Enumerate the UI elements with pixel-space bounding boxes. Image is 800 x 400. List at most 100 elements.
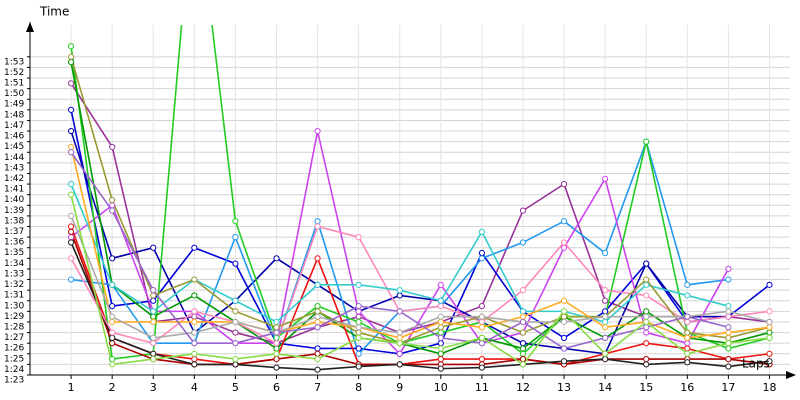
point — [602, 324, 609, 331]
y-tick-label: 1:48 — [4, 110, 24, 120]
point — [684, 345, 691, 352]
point — [684, 340, 691, 347]
point — [355, 313, 362, 320]
y-tick-label: 1:40 — [4, 195, 24, 205]
point — [355, 281, 362, 288]
point — [684, 281, 691, 288]
point — [396, 329, 403, 336]
point — [560, 358, 568, 365]
point — [232, 318, 239, 326]
y-tick-label: 1:52 — [4, 68, 24, 78]
point — [684, 329, 691, 336]
point — [684, 318, 691, 326]
point — [314, 345, 321, 352]
point — [437, 324, 444, 331]
point — [109, 281, 116, 288]
point — [150, 308, 157, 315]
point — [560, 318, 568, 326]
point — [437, 329, 444, 336]
point — [150, 297, 157, 304]
point — [519, 340, 527, 347]
point — [643, 324, 650, 331]
x-tick-label: 15 — [639, 381, 653, 394]
point — [273, 350, 280, 357]
y-tick-label: 1:35 — [4, 248, 24, 258]
y-tick-label: 1:42 — [4, 174, 24, 184]
point — [232, 340, 239, 347]
point — [766, 334, 773, 341]
point — [314, 127, 321, 135]
point — [67, 43, 75, 50]
point — [109, 313, 116, 320]
point — [67, 127, 75, 135]
point — [109, 302, 116, 310]
point — [478, 364, 485, 371]
point — [67, 180, 75, 188]
y-arrow — [26, 22, 34, 32]
x-tick-label: 1 — [68, 381, 75, 394]
point — [232, 329, 239, 336]
point — [643, 340, 650, 347]
point — [67, 276, 75, 283]
point — [109, 143, 116, 151]
point — [150, 287, 157, 294]
point — [396, 340, 403, 347]
point — [396, 292, 403, 299]
point — [478, 355, 485, 363]
y-tick-label: 1:39 — [4, 206, 24, 216]
point — [766, 324, 773, 331]
point — [314, 313, 321, 320]
point — [67, 53, 75, 60]
point — [437, 345, 444, 352]
point — [725, 355, 732, 363]
point — [191, 292, 198, 299]
point — [150, 355, 157, 363]
point — [725, 340, 732, 347]
point — [150, 334, 157, 341]
point — [560, 345, 568, 352]
point — [725, 308, 732, 315]
point — [725, 302, 732, 310]
point — [273, 318, 280, 326]
point — [191, 355, 198, 363]
point — [643, 355, 650, 363]
point — [109, 334, 116, 341]
point — [519, 239, 527, 246]
x-tick-label: 16 — [680, 381, 694, 394]
point — [437, 297, 444, 304]
point — [437, 318, 444, 326]
point — [232, 234, 239, 241]
point — [191, 329, 198, 336]
y-tick-label: 1:32 — [4, 280, 24, 290]
point — [478, 302, 485, 310]
y-tick-label: 1:47 — [4, 121, 24, 131]
point — [355, 318, 362, 326]
point — [396, 361, 403, 368]
point — [766, 350, 773, 357]
point — [560, 334, 568, 341]
point — [232, 361, 239, 368]
point — [67, 228, 75, 235]
point — [67, 239, 75, 246]
x-tick-label: 7 — [314, 381, 321, 394]
point — [67, 223, 75, 230]
point — [273, 345, 280, 352]
point — [109, 329, 116, 336]
point — [643, 260, 650, 267]
point — [478, 313, 485, 320]
point — [602, 350, 609, 357]
point — [519, 207, 527, 214]
point — [191, 340, 198, 347]
point — [355, 350, 362, 357]
x-tick-label: 17 — [721, 381, 735, 394]
x-tick-label: 4 — [191, 381, 198, 394]
y-axis-title: Time — [39, 5, 69, 19]
point — [643, 318, 650, 326]
y-tick-label: 1:44 — [4, 153, 24, 163]
point — [602, 297, 609, 304]
point — [273, 329, 280, 336]
point — [355, 363, 362, 370]
point — [725, 324, 732, 331]
point — [314, 355, 321, 363]
